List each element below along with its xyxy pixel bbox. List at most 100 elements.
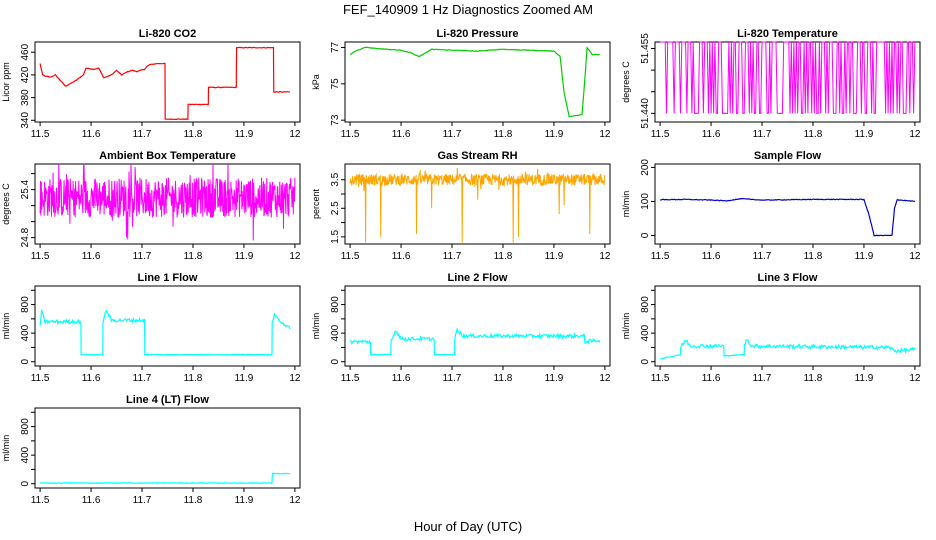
y-tick-label: 100 — [640, 193, 651, 210]
x-tick-label: 11.8 — [494, 251, 513, 262]
plot-frame — [654, 285, 921, 367]
y-tick-label: 0 — [640, 232, 651, 238]
x-tick-label: 11.8 — [184, 129, 203, 140]
y-tick-label: 420 — [20, 66, 31, 83]
x-tick-label: 11.8 — [184, 251, 203, 262]
x-tick-label: 11.6 — [392, 373, 411, 384]
x-tick-label: 11.5 — [31, 495, 50, 506]
plot-frame — [344, 163, 611, 245]
x-tick-label: 11.6 — [702, 251, 721, 262]
x-tick-label: 11.8 — [494, 129, 513, 140]
y-tick-label: 0 — [20, 480, 31, 486]
y-tick-label: 0 — [640, 358, 651, 364]
panel-2: Li-820 Pressure kPa 11.5 11.6 11.7 11.8 11.9 12… — [311, 28, 611, 140]
plot-frame — [344, 285, 611, 367]
x-tick-label: 11.7 — [133, 251, 152, 262]
x-tick-label: 11.9 — [545, 251, 564, 262]
x-tick-label: 12 — [289, 129, 301, 140]
y-tick-label: 0 — [20, 358, 31, 364]
panel-title: Li-820 CO2 — [139, 28, 196, 40]
x-tick-label: 11.5 — [341, 251, 360, 262]
x-tick-label: 12 — [289, 495, 301, 506]
y-tick-label: 400 — [330, 324, 341, 341]
x-tick-label: 11.5 — [31, 129, 50, 140]
y-tick-label: 800 — [20, 296, 31, 313]
panel-title: Line 3 Flow — [758, 272, 818, 284]
x-tick-label: 11.5 — [651, 373, 670, 384]
y-tick-label: 400 — [20, 446, 31, 463]
x-tick-label: 12 — [909, 129, 921, 140]
series-line — [349, 46, 601, 118]
panel-10: Line 4 (LT) Flow ml/min 11.5 11.6 11.7 11.8 11… — [1, 394, 301, 506]
x-tick-label: 11.6 — [82, 495, 101, 506]
series-line — [660, 41, 916, 114]
series-line — [349, 327, 601, 356]
panel-3: Li-820 Temperature degrees C 11.5 11.6 11.7 1… — [621, 28, 921, 140]
x-tick-label: 12 — [289, 373, 301, 384]
x-tick-label: 11.9 — [235, 495, 254, 506]
y-tick-label: 800 — [640, 296, 651, 313]
x-tick-label: 11.8 — [804, 251, 823, 262]
x-tick-label: 11.7 — [133, 373, 152, 384]
y-axis-label: Licor ppm — [1, 62, 11, 102]
y-tick-label: 340 — [20, 112, 31, 129]
x-tick-label: 11.8 — [184, 495, 203, 506]
y-tick-label: 24.8 — [20, 227, 31, 247]
panel-title: Li-820 Pressure — [437, 28, 519, 40]
plot-frame — [34, 407, 301, 489]
plot-frame — [344, 41, 611, 123]
x-tick-label: 11.8 — [494, 373, 513, 384]
x-tick-label: 11.5 — [341, 373, 360, 384]
x-tick-label: 11.9 — [855, 251, 874, 262]
panel-5: Gas Stream RH percent 11.5 11.6 11.7 11.8 11.9… — [311, 150, 611, 262]
x-tick-label: 11.5 — [341, 129, 360, 140]
x-tick-label: 11.7 — [753, 129, 772, 140]
x-tick-label: 11.9 — [235, 373, 254, 384]
series-line — [39, 472, 290, 485]
y-tick-label: 400 — [640, 324, 651, 341]
panel-title: Line 2 Flow — [448, 272, 508, 284]
plot-frame — [34, 285, 301, 367]
x-tick-label: 11.7 — [133, 129, 152, 140]
panel-4: Ambient Box Temperature degrees C 11.5 11.6… — [1, 150, 301, 262]
x-tick-label: 11.7 — [443, 373, 462, 384]
x-tick-label: 11.9 — [855, 129, 874, 140]
panels: Li-820 CO2 Licor ppm 11.5 11.6 11.7 11.8 11.9 1… — [1, 28, 921, 506]
y-tick-label: 25.4 — [20, 179, 31, 199]
y-tick-label: 75 — [330, 78, 341, 90]
y-tick-label: 2.5 — [330, 201, 341, 215]
x-tick-label: 11.9 — [545, 129, 564, 140]
x-tick-label: 11.7 — [133, 495, 152, 506]
x-tick-label: 11.7 — [443, 251, 462, 262]
y-tick-label: 3.5 — [330, 172, 341, 186]
figure-title: FEF_140909 1 Hz Diagnostics Zoomed AM — [343, 2, 593, 17]
x-tick-label: 11.8 — [184, 373, 203, 384]
series-line — [349, 167, 606, 243]
x-tick-label: 12 — [599, 251, 611, 262]
series-line — [39, 309, 291, 356]
series-line — [39, 163, 296, 241]
plot-frame — [34, 163, 301, 245]
panel-title: Gas Stream RH — [437, 150, 517, 162]
y-axis-label: ml/min — [1, 313, 11, 340]
y-axis-label: percent — [311, 188, 321, 219]
panel-9: Line 3 Flow ml/min 11.5 11.6 11.7 11.8 11.9 12 0… — [621, 272, 921, 384]
x-tick-label: 11.9 — [235, 251, 254, 262]
panel-1: Li-820 CO2 Licor ppm 11.5 11.6 11.7 11.8 11.9 1… — [1, 28, 301, 140]
x-tick-label: 11.6 — [702, 129, 721, 140]
x-tick-label: 12 — [599, 373, 611, 384]
y-axis-label: ml/min — [621, 191, 631, 218]
y-axis-label: ml/min — [311, 313, 321, 340]
plot-frame — [654, 163, 921, 245]
x-tick-label: 11.6 — [82, 129, 101, 140]
y-axis-label: ml/min — [1, 435, 11, 462]
y-tick-label: 200 — [640, 159, 651, 176]
series-line — [39, 46, 290, 121]
x-tick-label: 11.9 — [235, 129, 254, 140]
panel-title: Ambient Box Temperature — [99, 150, 236, 162]
y-axis-label: kPa — [311, 74, 321, 90]
panel-6: Sample Flow ml/min 11.5 11.6 11.7 11.8 11.9 12 0… — [621, 150, 921, 262]
x-tick-label: 11.5 — [31, 251, 50, 262]
y-tick-label: 800 — [330, 296, 341, 313]
